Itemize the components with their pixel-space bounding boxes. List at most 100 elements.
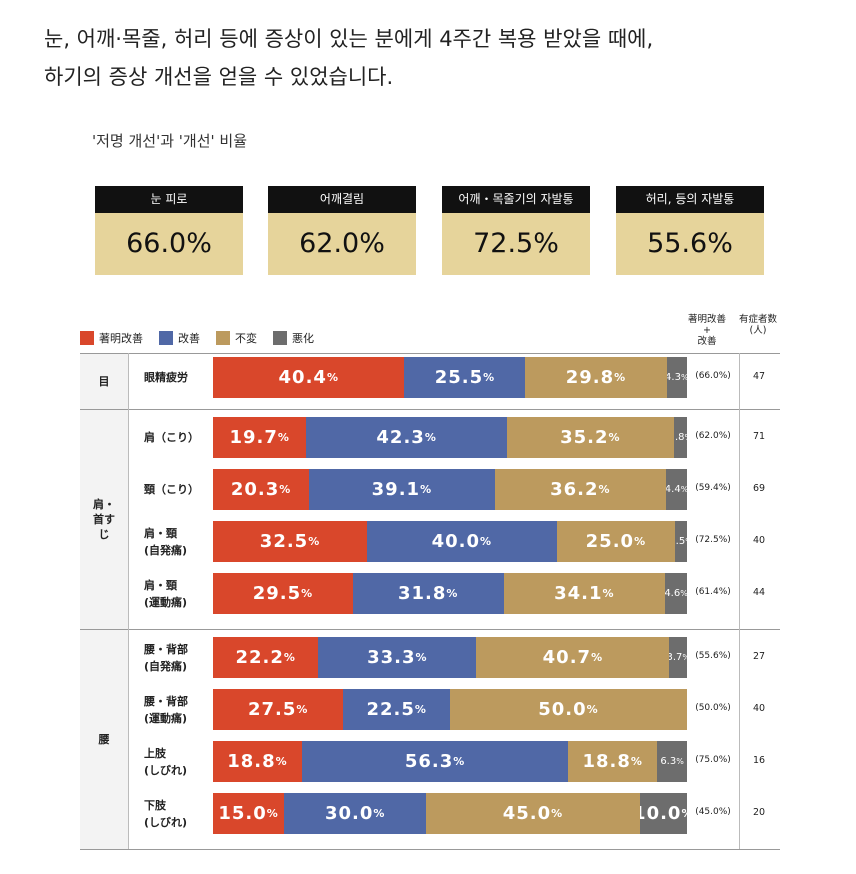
stacked-bar: 40.4%25.5%29.8%4.3%	[213, 357, 687, 398]
stacked-bar: 29.5%31.8%34.1%4.6%	[213, 573, 687, 614]
bar-segment: 22.5%	[343, 689, 450, 730]
legend: 著明改善 改善 不変 悪化	[80, 330, 330, 346]
bar-segment: 39.1%	[309, 469, 495, 510]
bar-segment: 30.0%	[284, 793, 427, 834]
headline-line-2: 하기의 증상 개선을 얻을 수 있었습니다.	[44, 65, 394, 89]
row-label-line: 下肢	[144, 798, 166, 812]
bar-segment: 25.5%	[404, 357, 526, 398]
legend-label: 悪化	[292, 332, 314, 345]
group-label: 目	[98, 374, 110, 388]
data-label: 42.3	[376, 427, 425, 448]
patient-count: 71	[752, 431, 766, 442]
percent-sign: %	[634, 535, 647, 548]
row-label-line: 眼精疲労	[144, 371, 188, 384]
legend-label: 不変	[235, 332, 257, 345]
row-label-text: 肩・頸 (運動痛)	[144, 577, 187, 611]
row-label: 腰・背部 (運動痛)	[144, 689, 188, 730]
data-label: 33.3	[367, 647, 416, 668]
headline: 눈, 어깨·목줄, 허리 등에 증상이 있는 분에게 4주간 복용 받았을 때에…	[44, 20, 834, 96]
data-label: 18.8	[582, 751, 631, 772]
data-label: 6.3	[660, 756, 677, 767]
bar-segment: 4.6%	[665, 573, 687, 614]
row-label-line: 肩・頸	[144, 526, 177, 540]
column-divider	[128, 353, 129, 849]
row-label-line: (運動痛)	[144, 595, 188, 609]
row-label-line: (運動痛)	[144, 711, 188, 725]
row-label-line: (自発痛)	[144, 659, 188, 673]
data-label: 30.0	[324, 803, 374, 824]
bar-segment: 40.0%	[367, 521, 557, 562]
stacked-bar: 32.5%40.0%25.0%2.5%	[213, 521, 687, 562]
combined-rate: (75.0%)	[695, 755, 731, 765]
bar-segment: 45.0%	[426, 793, 640, 834]
combined-rate: (66.0%)	[695, 371, 731, 381]
patient-count: 16	[752, 755, 766, 766]
data-label: 39.1	[371, 479, 421, 500]
data-label: 4.6	[665, 588, 681, 599]
bar-segment: 10.0%	[639, 793, 687, 834]
row-label-line: (しびれ)	[144, 763, 188, 777]
row-label: 肩・頸 (運動痛)	[144, 573, 187, 614]
stacked-bar: 19.7%42.3%35.2%2.8%	[213, 417, 687, 458]
percent-sign: %	[682, 653, 687, 662]
combined-rate: (55.6%)	[695, 651, 731, 661]
bar-segment: 4.4%	[666, 469, 687, 510]
row-label-text: 眼精疲労	[144, 369, 188, 386]
row-label: 肩・頸 (自発痛)	[144, 521, 187, 562]
percent-sign: %	[277, 431, 290, 444]
bar-segment: 50.0%	[449, 689, 687, 730]
data-label: 40.0	[431, 531, 481, 552]
legend-item: 悪化	[273, 330, 314, 346]
stat-value: 72.5%	[473, 228, 559, 259]
row-label: 頸（こり）	[144, 469, 199, 510]
stat-value: 62.0%	[299, 228, 385, 259]
row-divider	[80, 353, 780, 354]
row-label-text: 腰・背部 (運動痛)	[144, 693, 188, 727]
data-label: 22.5	[366, 699, 415, 720]
percent-sign: %	[681, 485, 687, 494]
stat-label: 어깨결림	[268, 186, 416, 213]
combined-rate: (61.4%)	[695, 587, 731, 597]
combined-rate: (59.4%)	[695, 483, 731, 493]
bar-segment: 19.7%	[213, 417, 307, 458]
row-label-text: 腰・背部 (自発痛)	[144, 641, 188, 675]
data-label: 20.3	[230, 479, 280, 500]
percent-sign: %	[283, 651, 296, 664]
row-label: 腰・背部 (自発痛)	[144, 637, 188, 678]
bar-segment: 2.5%	[675, 521, 687, 562]
row-label: 肩（こり）	[144, 417, 199, 458]
patient-count: 27	[752, 651, 766, 662]
bar-segment: 18.8%	[213, 741, 302, 782]
data-label: 10.0	[640, 803, 682, 824]
percent-sign: %	[681, 807, 687, 820]
stacked-bar: 22.2%33.3%40.7%3.7%	[213, 637, 687, 678]
data-label: 19.7	[229, 427, 278, 448]
stacked-bar: 20.3%39.1% 36.2%4.4%	[213, 469, 687, 510]
percent-sign: %	[414, 703, 427, 716]
row-label-line: (自発痛)	[144, 543, 188, 557]
bar-segment: 18.8%	[568, 741, 658, 782]
data-label: 36.2	[550, 479, 599, 500]
group-header-cell	[80, 629, 128, 849]
legend-swatch	[80, 331, 94, 345]
percent-sign: %	[602, 587, 615, 600]
row-label: 眼精疲労	[144, 357, 188, 398]
stat-value: 55.6%	[647, 228, 733, 259]
percent-sign: %	[680, 589, 687, 598]
percent-sign: %	[373, 807, 386, 820]
percent-sign: %	[685, 433, 687, 442]
stat-label: 허리, 등의 자발통	[616, 186, 764, 213]
bar-segment: 20.3%	[213, 469, 310, 510]
stat-box-neck: 어깨・목줄기의 자발통 72.5%	[442, 186, 590, 275]
data-label: 4.4	[666, 484, 681, 495]
percent-sign: %	[480, 535, 493, 548]
bar-segment: 42.3%	[306, 417, 507, 458]
headline-line-1: 눈, 어깨·목줄, 허리 등에 증상이 있는 분에게 4주간 복용 받았을 때에…	[44, 27, 654, 51]
data-label: 2.8	[674, 432, 685, 443]
data-label: 34.1	[554, 583, 603, 604]
row-label: 下肢 (しびれ)	[144, 793, 187, 834]
percent-sign: %	[676, 757, 684, 766]
data-label: 22.2	[235, 647, 284, 668]
bar-segment: 6.3%	[657, 741, 687, 782]
stacked-bar: 18.8% 56.3% 18.8% 6.3%	[213, 741, 687, 782]
